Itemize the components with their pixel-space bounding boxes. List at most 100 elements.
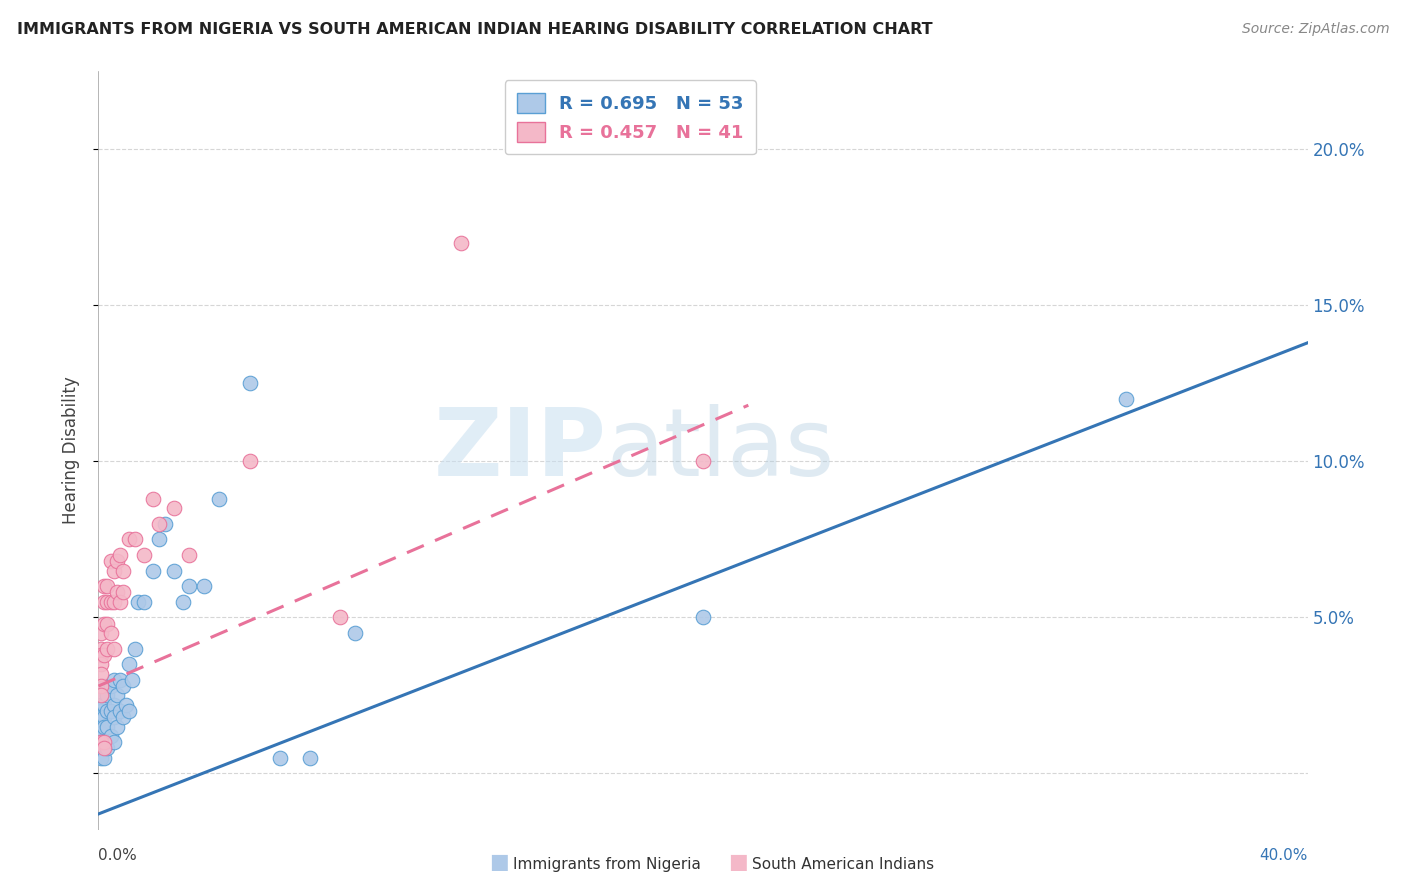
Point [103, 710, 125, 724]
Text: 0.0%: 0.0% [98, 848, 138, 863]
Point [142, 564, 165, 578]
Point [111, 564, 134, 578]
Point [90, 751, 112, 765]
Point [90, 689, 112, 703]
Legend: R = 0.695   N = 53, R = 0.457   N = 41: R = 0.695 N = 53, R = 0.457 N = 41 [505, 80, 756, 154]
Point [329, 610, 352, 624]
Point [96, 616, 118, 631]
Point [90, 666, 112, 681]
Point [90, 679, 112, 693]
Point [111, 710, 134, 724]
Point [96, 720, 118, 734]
Text: Immigrants from Nigeria: Immigrants from Nigeria [513, 857, 702, 872]
Point [239, 376, 262, 391]
Point [93, 679, 115, 693]
Point [179, 548, 201, 562]
Point [111, 585, 134, 599]
Point [103, 595, 125, 609]
Point [108, 673, 131, 687]
Point [239, 454, 262, 468]
Point [299, 751, 322, 765]
Point [90, 657, 112, 672]
Text: Source: ZipAtlas.com: Source: ZipAtlas.com [1241, 22, 1389, 37]
Point [105, 554, 128, 568]
Point [93, 751, 115, 765]
Point [103, 735, 125, 749]
Text: ■: ■ [728, 853, 748, 872]
Point [163, 501, 186, 516]
Point [208, 491, 231, 506]
Point [90, 626, 112, 640]
Point [1115, 392, 1137, 406]
Point [163, 564, 186, 578]
Point [96, 704, 118, 718]
Point [100, 626, 122, 640]
Point [90, 735, 112, 749]
Point [132, 548, 155, 562]
Point [105, 585, 128, 599]
Point [124, 533, 146, 547]
Point [100, 554, 122, 568]
Point [118, 704, 141, 718]
Point [127, 595, 149, 609]
Point [100, 729, 122, 743]
Point [148, 533, 170, 547]
Point [105, 720, 128, 734]
Point [153, 516, 176, 531]
Point [118, 533, 141, 547]
Point [108, 595, 131, 609]
Point [100, 704, 122, 718]
Point [100, 595, 122, 609]
Point [103, 673, 125, 687]
Point [193, 579, 215, 593]
Point [108, 704, 131, 718]
Point [103, 564, 125, 578]
Point [90, 710, 112, 724]
Point [90, 641, 112, 656]
Point [90, 741, 112, 756]
Point [111, 679, 134, 693]
Point [93, 741, 115, 756]
Point [105, 689, 128, 703]
Point [93, 698, 115, 712]
Point [121, 673, 143, 687]
Point [93, 735, 115, 749]
Point [692, 454, 714, 468]
Point [96, 641, 118, 656]
Point [96, 595, 118, 609]
Point [93, 735, 115, 749]
Point [90, 735, 112, 749]
Point [269, 751, 291, 765]
Point [108, 548, 131, 562]
Point [100, 679, 122, 693]
Point [93, 595, 115, 609]
Text: South American Indians: South American Indians [752, 857, 935, 872]
Point [179, 579, 201, 593]
Point [172, 595, 194, 609]
Point [90, 648, 112, 662]
Point [142, 491, 165, 506]
Point [96, 689, 118, 703]
Text: ■: ■ [489, 853, 509, 872]
Point [96, 741, 118, 756]
Y-axis label: Hearing Disability: Hearing Disability [62, 376, 80, 524]
Text: ZIP: ZIP [433, 404, 606, 497]
Point [118, 657, 141, 672]
Point [90, 689, 112, 703]
Point [93, 720, 115, 734]
Point [96, 579, 118, 593]
Point [692, 610, 714, 624]
Point [124, 641, 146, 656]
Text: atlas: atlas [606, 404, 835, 497]
Point [93, 648, 115, 662]
Point [103, 641, 125, 656]
Point [93, 710, 115, 724]
Point [450, 235, 472, 250]
Point [114, 698, 136, 712]
Point [90, 720, 112, 734]
Point [148, 516, 170, 531]
Point [103, 698, 125, 712]
Text: 40.0%: 40.0% [1260, 848, 1308, 863]
Point [344, 626, 367, 640]
Point [90, 698, 112, 712]
